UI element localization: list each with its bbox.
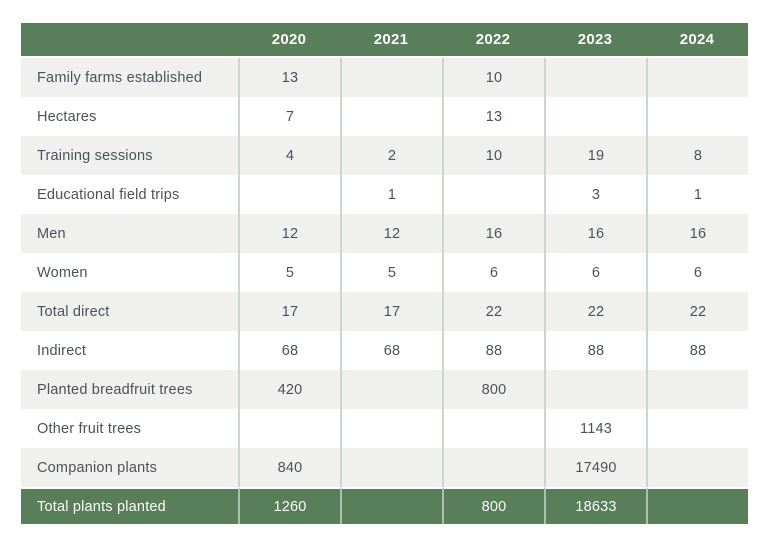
cell-value (544, 97, 646, 136)
table-row: Indirect 68 68 88 88 88 (21, 331, 748, 370)
cell-value: 13 (238, 58, 340, 97)
table-body: Family farms established 13 10 Hectares 7 13 T… (21, 58, 748, 524)
cell-value: 19 (544, 136, 646, 175)
cell-value (646, 487, 748, 524)
cell-value: 2 (340, 136, 442, 175)
cell-value (238, 409, 340, 448)
cell-value: 22 (442, 292, 544, 331)
cell-value: 68 (340, 331, 442, 370)
table-row: Family farms established 13 10 (21, 58, 748, 97)
cell-value (544, 58, 646, 97)
table-row: Men 12 12 16 16 16 (21, 214, 748, 253)
row-label: Total plants planted (21, 487, 238, 524)
cell-value: 16 (646, 214, 748, 253)
cell-value: 68 (238, 331, 340, 370)
cell-value (340, 370, 442, 409)
cell-value: 12 (238, 214, 340, 253)
year-column-header: 2022 (442, 23, 544, 58)
cell-value: 800 (442, 487, 544, 524)
row-label: Educational field trips (21, 175, 238, 214)
cell-value: 22 (544, 292, 646, 331)
cell-value (442, 175, 544, 214)
cell-value: 800 (442, 370, 544, 409)
cell-value: 840 (238, 448, 340, 487)
cell-value: 10 (442, 136, 544, 175)
cell-value: 16 (544, 214, 646, 253)
cell-value: 1260 (238, 487, 340, 524)
cell-value: 4 (238, 136, 340, 175)
impact-table-container: 2020 2021 2022 2023 2024 Family farms es… (21, 23, 748, 524)
cell-value: 7 (238, 97, 340, 136)
year-column-header: 2023 (544, 23, 646, 58)
cell-value: 6 (646, 253, 748, 292)
header-empty-cell (21, 23, 238, 58)
total-row: Total plants planted 1260 800 18633 (21, 487, 748, 524)
cell-value: 420 (238, 370, 340, 409)
year-column-header: 2021 (340, 23, 442, 58)
cell-value: 10 (442, 58, 544, 97)
cell-value: 17 (340, 292, 442, 331)
row-label: Training sessions (21, 136, 238, 175)
cell-value: 88 (646, 331, 748, 370)
cell-value (340, 448, 442, 487)
cell-value: 22 (646, 292, 748, 331)
cell-value: 6 (442, 253, 544, 292)
table-row: Hectares 7 13 (21, 97, 748, 136)
cell-value (340, 58, 442, 97)
cell-value (646, 409, 748, 448)
table-row: Planted breadfruit trees 420 800 (21, 370, 748, 409)
table-row: Other fruit trees 1143 (21, 409, 748, 448)
cell-value: 18633 (544, 487, 646, 524)
cell-value: 1143 (544, 409, 646, 448)
row-label: Women (21, 253, 238, 292)
row-label: Other fruit trees (21, 409, 238, 448)
year-column-header: 2020 (238, 23, 340, 58)
row-label: Family farms established (21, 58, 238, 97)
cell-value: 88 (442, 331, 544, 370)
table-row: Training sessions 4 2 10 19 8 (21, 136, 748, 175)
cell-value: 16 (442, 214, 544, 253)
cell-value (646, 58, 748, 97)
table-row: Total direct 17 17 22 22 22 (21, 292, 748, 331)
row-label: Total direct (21, 292, 238, 331)
cell-value: 1 (646, 175, 748, 214)
cell-value (646, 370, 748, 409)
cell-value: 3 (544, 175, 646, 214)
cell-value: 5 (340, 253, 442, 292)
cell-value (646, 448, 748, 487)
table-row: Companion plants 840 17490 (21, 448, 748, 487)
row-label: Men (21, 214, 238, 253)
table-row: Educational field trips 1 3 1 (21, 175, 748, 214)
cell-value: 12 (340, 214, 442, 253)
table-row: Women 5 5 6 6 6 (21, 253, 748, 292)
cell-value: 17490 (544, 448, 646, 487)
cell-value (646, 97, 748, 136)
row-label: Planted breadfruit trees (21, 370, 238, 409)
cell-value (442, 448, 544, 487)
cell-value: 8 (646, 136, 748, 175)
cell-value (442, 409, 544, 448)
cell-value (340, 97, 442, 136)
cell-value: 6 (544, 253, 646, 292)
cell-value (238, 175, 340, 214)
cell-value: 88 (544, 331, 646, 370)
cell-value (340, 409, 442, 448)
cell-value: 5 (238, 253, 340, 292)
cell-value (544, 370, 646, 409)
row-label: Companion plants (21, 448, 238, 487)
cell-value: 13 (442, 97, 544, 136)
cell-value: 17 (238, 292, 340, 331)
year-column-header: 2024 (646, 23, 748, 58)
row-label: Hectares (21, 97, 238, 136)
header-row: 2020 2021 2022 2023 2024 (21, 23, 748, 58)
impact-table: 2020 2021 2022 2023 2024 Family farms es… (21, 23, 748, 524)
cell-value (340, 487, 442, 524)
row-label: Indirect (21, 331, 238, 370)
cell-value: 1 (340, 175, 442, 214)
